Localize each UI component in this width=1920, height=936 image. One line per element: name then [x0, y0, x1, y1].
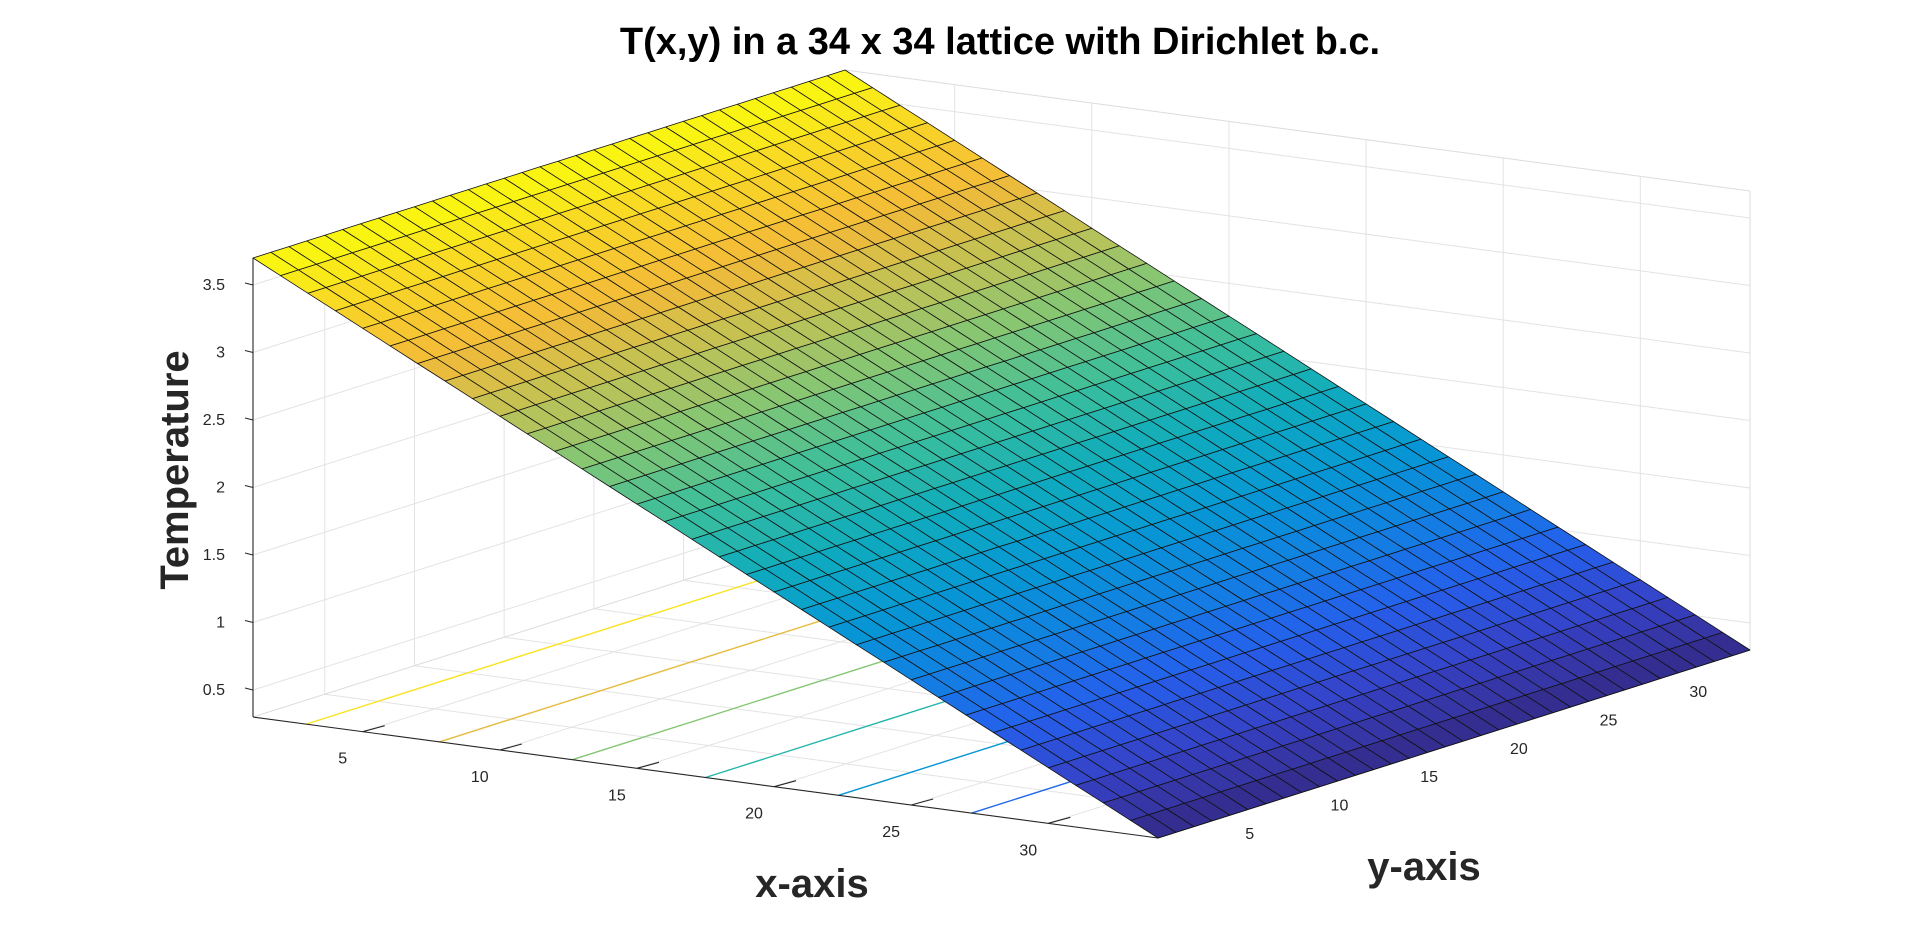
box-edge-line — [844, 69, 1751, 192]
z-tick — [244, 417, 254, 421]
x-tick-label: 5 — [338, 751, 347, 768]
z-tick-label: 2 — [216, 480, 225, 497]
y-tick-label: 30 — [1689, 684, 1707, 701]
z-tick-label: 0.5 — [203, 682, 225, 699]
back-wall-grid-line — [844, 96, 1751, 219]
z-axis-label: Temperature — [153, 350, 197, 589]
z-tick — [244, 282, 254, 286]
x-tick — [773, 780, 797, 788]
z-tick — [244, 619, 254, 624]
x-axis-line — [252, 716, 1159, 839]
x-tick-label: 20 — [745, 806, 763, 823]
y-tick-label: 10 — [1331, 798, 1349, 815]
y-tick-label: 5 — [1245, 826, 1254, 843]
y-tick-label: 20 — [1510, 741, 1528, 758]
surface-patch — [252, 251, 299, 277]
z-tick — [244, 484, 254, 489]
y-axis-label: y-axis — [1367, 845, 1480, 889]
tick-labels: 5 10 15 20 25 30 5 10 15 20 25 30 0.5 1 1.5 2 2.5 3 3.5 — [203, 277, 1707, 859]
temperature-surface — [252, 69, 1751, 839]
z-tick-label: 3 — [216, 345, 225, 362]
y-tick-label: 15 — [1420, 769, 1438, 786]
x-tick-label: 15 — [608, 787, 626, 804]
x-tick-label: 25 — [882, 824, 900, 841]
x-tick — [362, 725, 385, 733]
x-tick — [636, 761, 660, 769]
x-tick — [911, 798, 934, 806]
z-tick-label: 1 — [216, 615, 225, 632]
x-tick-label: 30 — [1019, 842, 1037, 859]
z-tick — [244, 687, 254, 691]
z-tick-label: 3.5 — [203, 277, 225, 294]
z-tick — [244, 349, 254, 354]
z-tick — [244, 552, 254, 556]
x-tick — [1048, 816, 1071, 824]
y-tick-label: 25 — [1600, 712, 1618, 729]
chart-title: T(x,y) in a 34 x 34 lattice with Dirichl… — [620, 21, 1380, 63]
x-tick — [499, 743, 522, 751]
z-tick-label: 1.5 — [203, 547, 225, 564]
z-tick-label: 2.5 — [203, 412, 225, 429]
x-axis-label: x-axis — [755, 862, 868, 906]
x-tick-label: 10 — [471, 769, 489, 786]
